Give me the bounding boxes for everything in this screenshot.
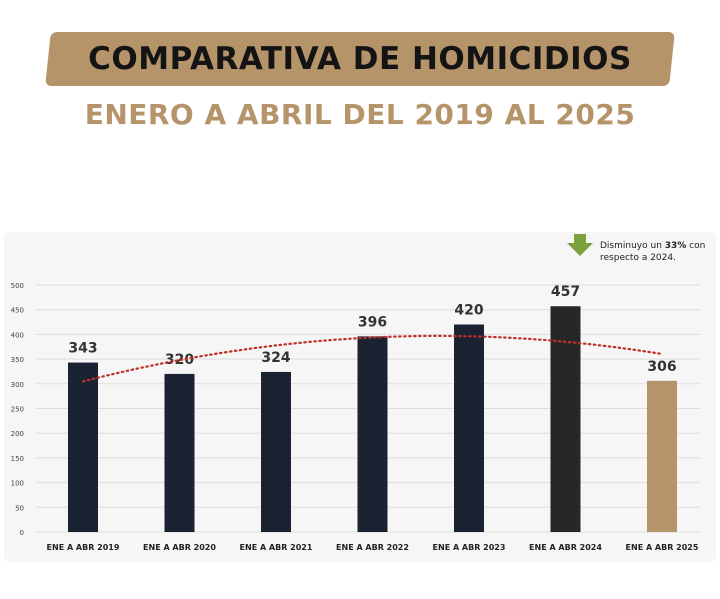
y-tick-label: 500 — [11, 282, 24, 290]
decrease-note: Disminuyo un 33% con respecto a 2024. — [600, 240, 718, 264]
x-tick-label: ENE A ABR 2023 — [433, 543, 506, 552]
bar — [68, 362, 98, 532]
y-tick-label: 300 — [11, 381, 24, 389]
bar — [164, 373, 195, 532]
y-tick-label: 50 — [15, 504, 24, 512]
y-tick-label: 250 — [11, 406, 24, 414]
bar — [454, 324, 484, 532]
note-highlight: 33% — [664, 241, 687, 251]
bar — [550, 306, 581, 532]
data-label: 324 — [261, 350, 290, 366]
y-tick-label: 0 — [20, 529, 24, 537]
trendline — [81, 334, 664, 383]
x-tick-label: ENE A ABR 2019 — [47, 543, 120, 552]
down-arrow-icon — [567, 234, 593, 256]
chart-subtitle: ENERO A ABRIL DEL 2019 AL 2025 — [84, 97, 636, 131]
data-label: 396 — [358, 314, 387, 330]
y-tick-label: 450 — [11, 307, 24, 315]
bar — [357, 336, 388, 532]
x-tick-label: ENE A ABR 2022 — [336, 543, 409, 552]
data-label: 306 — [647, 359, 676, 375]
bar — [261, 371, 291, 532]
x-tick-label: ENE A ABR 2020 — [143, 543, 216, 552]
data-label: 343 — [68, 341, 97, 357]
data-label: 457 — [551, 284, 580, 300]
y-tick-label: 150 — [11, 455, 24, 463]
note-suffix: con respecto a 2024. — [600, 241, 706, 263]
x-tick-label: ENE A ABR 2021 — [240, 543, 313, 552]
x-tick-label: ENE A ABR 2025 — [626, 543, 699, 552]
y-tick-label: 400 — [11, 331, 24, 339]
chart-title: COMPARATIVA DE HOMICIDIOS — [88, 41, 632, 77]
data-label: 420 — [454, 303, 483, 319]
y-tick-label: 100 — [11, 480, 24, 488]
y-tick-label: 350 — [11, 356, 24, 364]
y-tick-label: 200 — [11, 430, 24, 438]
x-tick-label: ENE A ABR 2024 — [529, 543, 602, 552]
bar — [647, 380, 677, 532]
note-prefix: Disminuyo un — [600, 241, 665, 251]
header: COMPARATIVA DE HOMICIDIOS ENERO A ABRIL … — [0, 0, 720, 180]
